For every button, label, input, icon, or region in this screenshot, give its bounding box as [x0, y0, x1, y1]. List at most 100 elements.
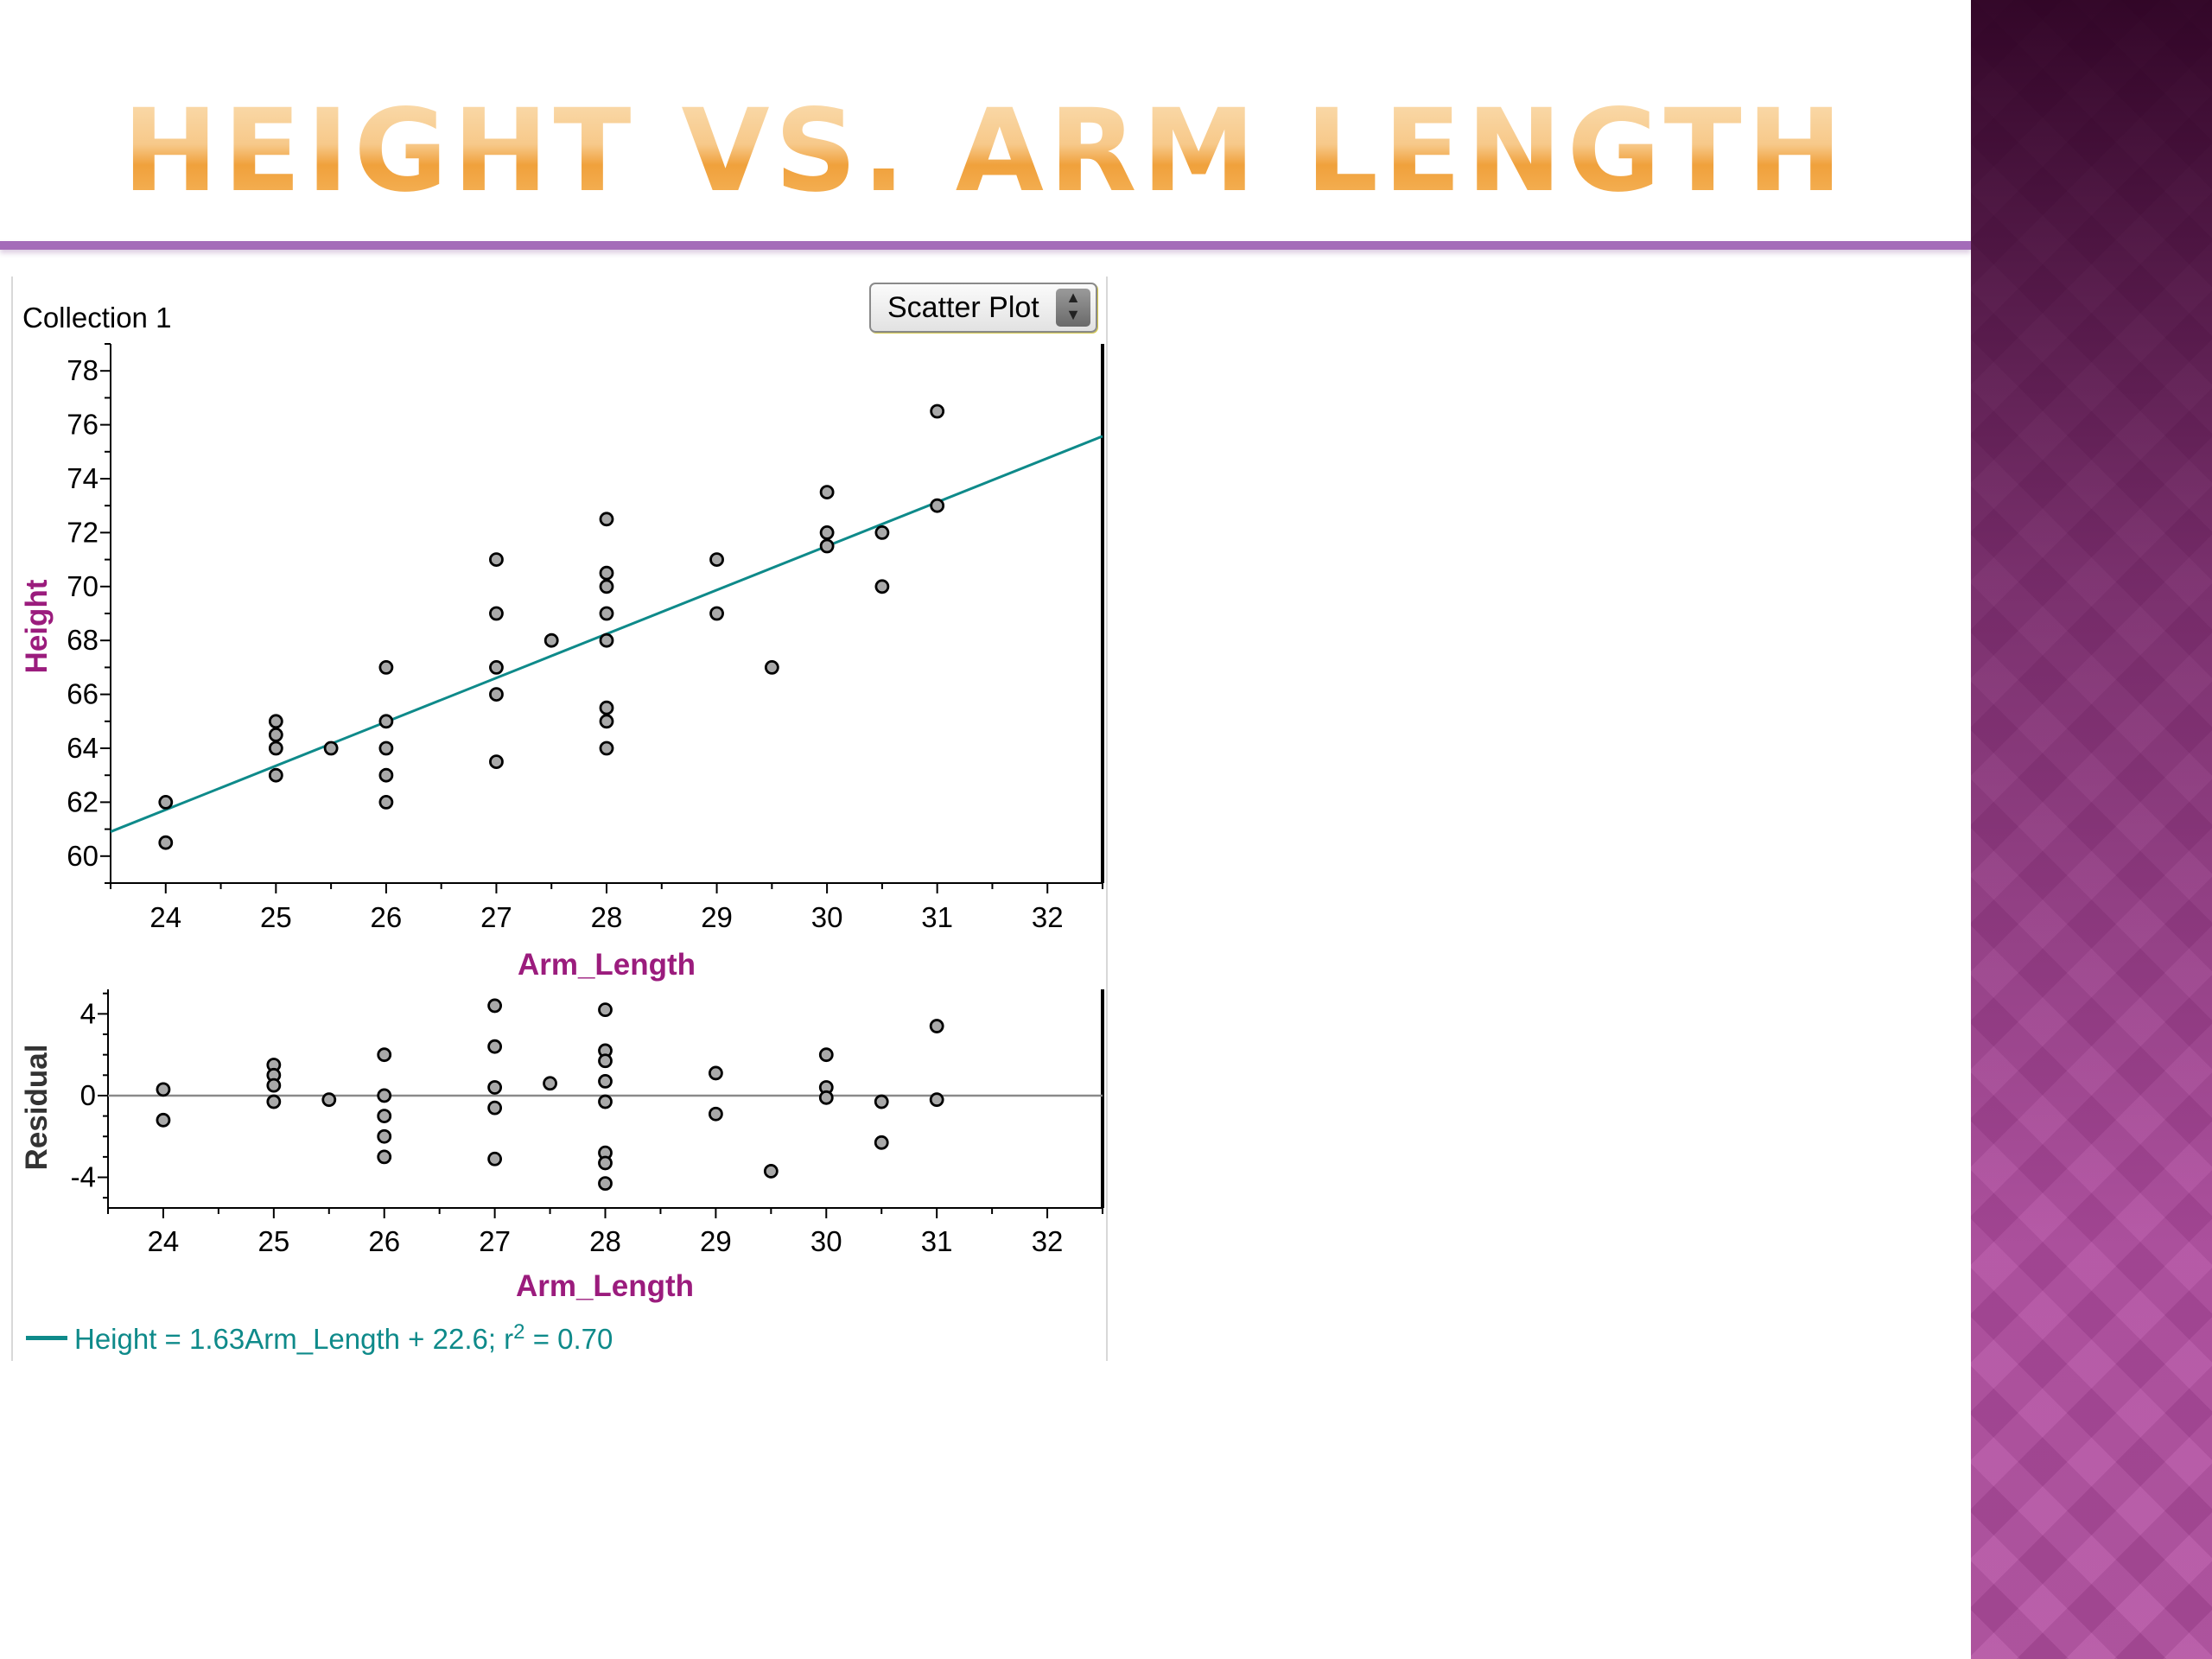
updown-arrows-icon[interactable]: ▲ ▼: [1056, 289, 1090, 327]
main-scatter-plot: 24 25 26 27 28 29 30 31 32 60 62 64 66 68 70 72 74 76 78 Ar…: [20, 343, 1104, 982]
x-tick-label: 25: [260, 901, 292, 933]
data-point: [874, 525, 890, 540]
data-point: [598, 1074, 613, 1089]
data-point: [708, 1065, 723, 1081]
data-point: [489, 687, 504, 702]
title-divider: [0, 241, 1971, 250]
y-tick-label: 68: [67, 624, 99, 656]
x-tick-label: 28: [589, 1225, 621, 1257]
data-point: [599, 565, 614, 581]
data-point: [599, 741, 614, 756]
y-tick-label: 60: [67, 840, 99, 872]
regression-line-swatch: [26, 1335, 67, 1340]
data-point: [487, 1151, 503, 1166]
data-point: [930, 404, 945, 419]
data-point: [598, 1002, 613, 1018]
residual-plot: 24 25 26 27 28 29 30 31 32 -4 0 4 Arm_Length Residual: [20, 989, 1104, 1303]
data-point: [819, 538, 835, 554]
y-tick-label: 62: [67, 785, 99, 817]
y-tick-label: 72: [67, 516, 99, 548]
y-tick-label: 0: [80, 1079, 96, 1111]
data-point: [487, 1080, 503, 1095]
data-point: [709, 606, 724, 621]
data-point: [598, 1155, 613, 1171]
data-point: [378, 741, 394, 756]
x-axis-title: Arm_Length: [516, 1269, 694, 1303]
data-point: [268, 741, 283, 756]
data-point: [321, 1092, 337, 1108]
data-point: [598, 1176, 613, 1192]
x-tick-label: 25: [257, 1225, 289, 1257]
regression-equation: Height = 1.63Arm_Length + 22.6; r2 = 0.7…: [26, 1320, 613, 1356]
decorative-side-panel: [1971, 0, 2212, 1659]
equation-exponent: 2: [513, 1320, 525, 1344]
data-point: [266, 1094, 282, 1109]
plot-type-label: Scatter Plot: [887, 291, 1039, 324]
data-point: [598, 1053, 613, 1069]
data-point: [708, 1106, 723, 1122]
data-point: [377, 1109, 392, 1123]
data-point: [819, 525, 835, 540]
x-tick-label: 27: [479, 1225, 511, 1257]
y-tick-label: 66: [67, 678, 99, 710]
data-point: [489, 606, 504, 621]
data-point: [377, 1088, 392, 1103]
data-point: [599, 632, 614, 648]
data-point: [818, 1047, 834, 1063]
data-point: [598, 1094, 613, 1109]
data-point: [929, 1092, 944, 1108]
x-tick-label: 30: [811, 901, 843, 933]
y-tick-label: -4: [71, 1161, 96, 1193]
data-point: [874, 579, 890, 594]
data-point: [929, 1019, 944, 1033]
data-point: [543, 632, 559, 648]
data-point: [378, 795, 394, 810]
equation-prefix: Height = 1.63Arm_Length + 22.6; r: [74, 1323, 514, 1355]
x-tick-label: 24: [148, 1225, 180, 1257]
x-axis-title: Arm_Length: [518, 948, 696, 982]
graph-frame: [11, 276, 1108, 1361]
data-point: [874, 1135, 889, 1150]
data-point: [819, 485, 835, 499]
data-point: [487, 998, 503, 1014]
x-tick-label: 24: [149, 901, 181, 933]
data-point: [489, 754, 504, 769]
slide-title: HEIGHT VS. ARM LENGTH: [0, 82, 1970, 220]
y-tick-label: 78: [67, 354, 99, 386]
x-tick-label: 30: [810, 1225, 842, 1257]
data-point: [156, 1082, 171, 1097]
data-point: [543, 1076, 557, 1091]
data-point: [378, 714, 394, 729]
data-point: [377, 1149, 392, 1165]
data-point: [599, 512, 614, 527]
data-point: [487, 1039, 503, 1054]
data-point: [709, 552, 724, 567]
data-point: [818, 1090, 834, 1105]
data-point: [268, 714, 283, 729]
collection-label: Collection 1: [22, 302, 172, 334]
data-point: [489, 552, 504, 567]
data-point: [764, 660, 779, 675]
data-point: [599, 606, 614, 621]
data-point: [763, 1164, 779, 1179]
x-tick-label: 31: [921, 1225, 953, 1257]
data-point: [378, 767, 394, 783]
data-point: [378, 660, 394, 675]
data-point: [377, 1128, 392, 1144]
data-point: [489, 660, 504, 675]
x-tick-label: 29: [701, 901, 733, 933]
y-tick-label: 70: [67, 570, 99, 602]
plot-type-select[interactable]: Scatter Plot ▲ ▼: [869, 283, 1097, 333]
data-point: [930, 498, 945, 513]
x-tick-label: 29: [700, 1225, 732, 1257]
data-point: [377, 1047, 392, 1063]
y-tick-label: 76: [67, 409, 99, 441]
y-tick-label: 74: [67, 462, 99, 494]
y-tick-label: 64: [67, 732, 99, 764]
x-tick-label: 32: [1032, 901, 1064, 933]
data-point: [268, 767, 283, 783]
data-point: [266, 1077, 282, 1093]
x-tick-label: 26: [371, 901, 403, 933]
x-tick-label: 27: [480, 901, 512, 933]
